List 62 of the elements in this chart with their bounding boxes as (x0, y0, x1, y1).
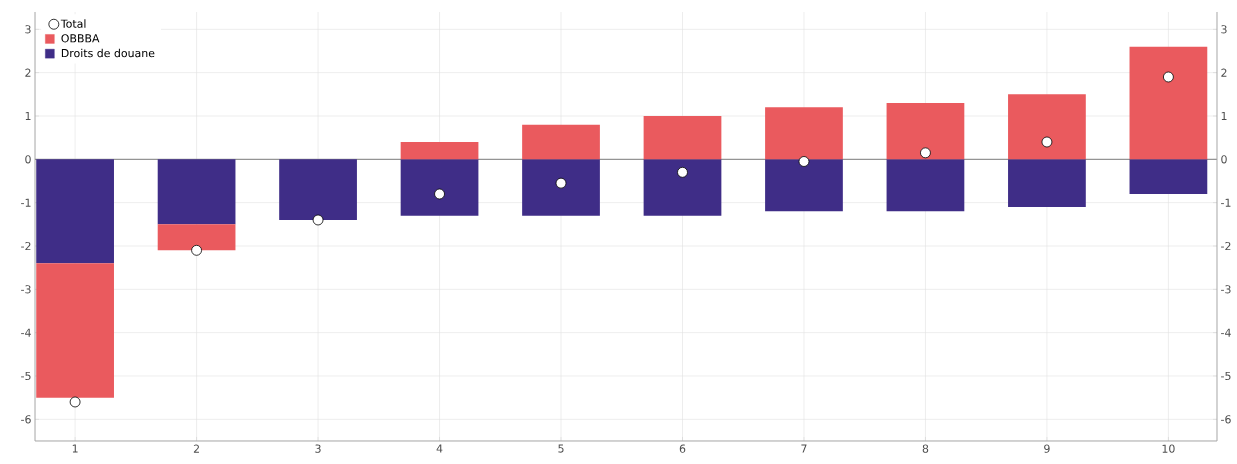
point (798, 156, 810, 167)
y-tick-label: 0 (25, 155, 31, 164)
bar (36, 263, 114, 398)
bar (643, 115, 722, 160)
x-tick-label: 2 (193, 444, 199, 453)
y-tick-label: -1 (21, 198, 31, 207)
bar (157, 224, 236, 251)
y-tick-label: -5 (21, 371, 31, 381)
y2-tick-label: -4 (1221, 328, 1231, 337)
x-tick-label: 9 (1044, 444, 1050, 453)
bar (1008, 94, 1086, 160)
y2-tick-label: 0 (1221, 155, 1227, 164)
x-tick-label: 3 (315, 444, 321, 453)
bar (279, 159, 357, 220)
point (920, 147, 931, 159)
point (677, 166, 688, 178)
x-tick-label: 4 (436, 444, 443, 453)
x-tick-label: 7 (801, 444, 807, 453)
bar (157, 159, 236, 225)
y2-tick-label: -5 (1221, 371, 1231, 381)
point (191, 244, 202, 256)
point (434, 188, 445, 200)
bar (522, 124, 600, 160)
x-tick-label: 10 (1162, 444, 1175, 453)
y-tick-label: 2 (25, 68, 31, 77)
bar (1129, 159, 1208, 194)
y2-tick-label: -3 (1221, 285, 1231, 294)
bar (36, 159, 114, 264)
bar (400, 141, 479, 160)
x-tick-label: 6 (679, 444, 686, 453)
bar (1008, 159, 1086, 207)
y2-tick-label: -6 (1221, 415, 1231, 424)
point (312, 214, 324, 226)
bar (400, 159, 479, 216)
y-tick-label: -3 (21, 285, 31, 294)
x-tick-label: 8 (922, 444, 929, 453)
bar (765, 107, 843, 160)
y2-tick-label: -2 (1221, 241, 1231, 251)
y-tick-label: -2 (21, 241, 31, 251)
y2-tick-label: 2 (1221, 68, 1227, 77)
x-tick-label: 5 (558, 444, 564, 453)
y-tick-label: -6 (21, 415, 31, 424)
legend-label: Droits de douane (61, 48, 155, 58)
bar (522, 159, 600, 216)
x-tick-label: 1 (72, 444, 78, 453)
y-tick-label: 3 (25, 25, 31, 34)
bar (886, 159, 965, 212)
point (1041, 136, 1053, 148)
point (69, 396, 81, 408)
point (1163, 71, 1174, 83)
legend-label: Total (60, 19, 86, 28)
y2-tick-label: -1 (1221, 198, 1231, 207)
bar (886, 102, 965, 160)
legend-label: OBBBA (61, 34, 100, 43)
y2-tick-label: 1 (1221, 112, 1227, 120)
bar (765, 159, 843, 212)
y-tick-label: -4 (21, 328, 31, 337)
bar (1129, 46, 1208, 160)
y2-tick-label: 3 (1221, 25, 1227, 34)
y-tick-label: 1 (25, 112, 31, 120)
point (555, 177, 567, 189)
bar (643, 159, 722, 216)
